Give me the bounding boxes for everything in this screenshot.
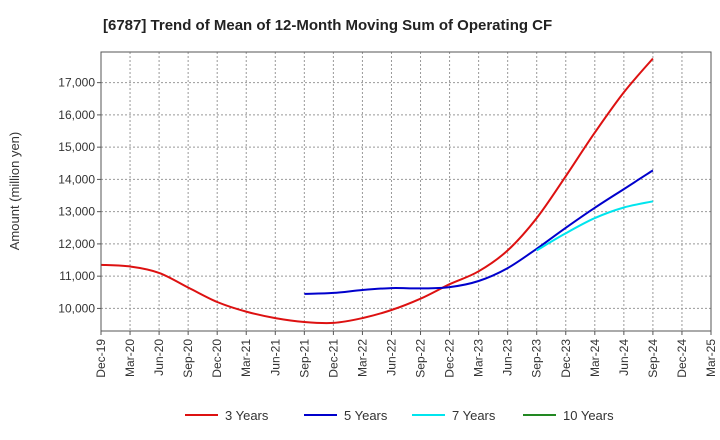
x-tick-label: Sep-22 [414,339,428,378]
y-tick-label: 13,000 [58,205,95,219]
x-axis: Dec-19 Mar-20 Jun-20 Sep-20 Dec-20 Mar-21 Jun-… [94,331,718,378]
legend-label-10-years: 10 Years [563,408,614,423]
x-tick-label: Dec-21 [326,339,340,378]
x-tick-label: Sep-23 [530,339,544,378]
y-axis: 10,000 11,000 12,000 13,000 14,000 15,000 16,0… [58,76,101,315]
x-tick-label: Mar-22 [355,339,369,377]
legend-label-3-years: 3 Years [225,408,269,423]
x-tick-label: Sep-24 [646,339,660,378]
x-tick-label: Mar-21 [239,339,253,377]
y-tick-label: 11,000 [59,269,95,283]
y-tick-label: 10,000 [58,301,95,315]
x-tick-label: Mar-24 [588,339,602,377]
x-tick-label: Jun-22 [384,339,398,376]
y-tick-label: 12,000 [58,237,95,251]
x-tick-label: Mar-20 [123,339,137,377]
x-tick-label: Dec-19 [94,339,108,378]
y-tick-label: 17,000 [58,76,95,90]
chart-title: [6787] Trend of Mean of 12-Month Moving … [103,17,552,34]
x-tick-label: Mar-23 [472,339,486,377]
y-tick-label: 15,000 [58,140,95,154]
y-axis-label: Amount (million yen) [7,132,22,251]
legend-label-7-years: 7 Years [452,408,496,423]
legend: 3 Years 5 Years 7 Years 10 Years [185,408,614,423]
x-tick-label: Jun-21 [268,339,282,376]
x-tick-label: Sep-21 [297,339,311,378]
series-line-7-years [536,200,654,252]
x-tick-label: Dec-20 [210,339,224,378]
x-tick-label: Sep-20 [181,339,195,378]
x-tick-label: Mar-25 [704,339,718,377]
x-tick-label: Dec-22 [443,339,457,378]
x-tick-label: Jun-20 [152,339,166,376]
y-tick-label: 16,000 [58,108,95,122]
plot-frame [100,51,712,332]
series-line-3-years [100,57,654,325]
x-tick-label: Dec-24 [675,339,689,378]
series-line-5-years [304,169,654,295]
y-tick-label: 14,000 [58,172,95,186]
legend-label-5-years: 5 Years [344,408,388,423]
grid [101,52,711,331]
x-tick-label: Jun-23 [501,339,515,376]
x-tick-label: Jun-24 [617,339,631,376]
series-lines [100,57,654,325]
x-tick-label: Dec-23 [559,339,573,378]
